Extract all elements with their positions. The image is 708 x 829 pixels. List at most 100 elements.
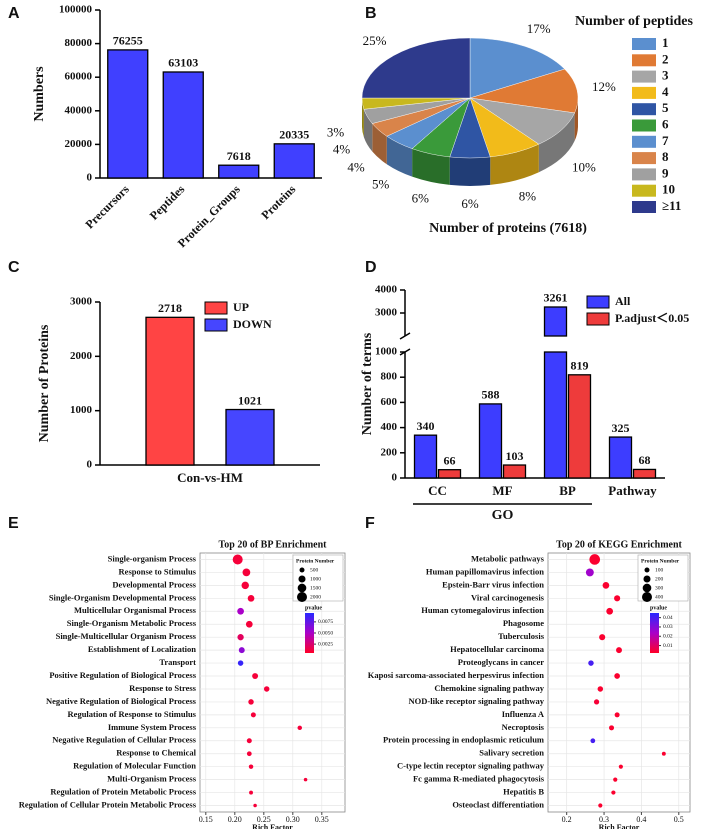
y-tick-label: 4000 <box>375 284 398 296</box>
dot <box>242 568 251 577</box>
x-tick-label: MF <box>492 483 512 498</box>
y-tick-label: Fc gamma R-mediated phagocytosis <box>413 774 545 784</box>
dot <box>247 594 255 602</box>
legend-dot <box>297 583 307 593</box>
value-label: 76255 <box>113 34 143 48</box>
bar <box>567 374 592 479</box>
dot <box>585 568 594 577</box>
value-label: 103 <box>506 449 524 463</box>
pie-label: 10% <box>572 159 596 174</box>
y-tick-label: Developmental Process <box>112 579 196 589</box>
legend-label: 2 <box>662 51 669 66</box>
x-tick-label: 0.35 <box>315 815 329 824</box>
y-tick-label: C-type lectin receptor signaling pathway <box>397 761 545 771</box>
y-tick-label: 600 <box>381 396 398 408</box>
colorbar-label: 0.01 <box>663 643 673 649</box>
pie-side <box>574 98 578 141</box>
y-axis-label: Numbers <box>32 66 47 122</box>
y-tick-label: Establishment of Localization <box>88 644 196 654</box>
legend-label: 1000 <box>310 576 321 582</box>
value-label: 63103 <box>168 56 198 70</box>
legend-title: pvalue <box>305 605 322 611</box>
dot <box>232 554 243 565</box>
legend-title: Number of peptides <box>575 14 694 29</box>
legend-swatch <box>632 152 656 165</box>
legend-label: P.adjust＜0.05 <box>615 311 689 325</box>
bar <box>225 408 275 466</box>
dot <box>238 647 245 654</box>
legend-swatch <box>586 295 610 309</box>
dot <box>598 803 603 808</box>
chart-title: Top 20 of KEGG Enrichment <box>556 539 682 550</box>
chart-title: Top 20 of BP Enrichment <box>219 539 328 550</box>
dot <box>246 751 252 757</box>
y-tick-label: Response to Chemical <box>116 748 196 758</box>
x-tick-label: 0.5 <box>674 815 684 824</box>
dot <box>249 790 253 795</box>
dot <box>614 712 620 718</box>
y-tick-label: Response to Stress <box>129 683 197 693</box>
value-label: 1021 <box>238 393 262 407</box>
legend-swatch <box>632 168 656 181</box>
x-axis-label: Rich Factor <box>599 823 640 829</box>
legend-dot <box>298 575 306 583</box>
y-tick-label: Tuberculosis <box>498 631 545 641</box>
pie-side <box>538 112 575 173</box>
dot <box>590 738 596 744</box>
legend-swatch <box>204 318 228 332</box>
legend-swatch <box>632 38 656 50</box>
dot <box>250 712 256 718</box>
dot <box>614 595 621 602</box>
dot <box>237 634 244 641</box>
y-tick-label: NOD-like receptor signaling pathway <box>409 696 545 706</box>
group-label: GO <box>492 508 514 523</box>
dot <box>245 620 253 628</box>
colorbar-label: 0.0075 <box>318 619 333 625</box>
legend-swatch <box>586 312 610 326</box>
x-tick-label: Pathway <box>608 483 657 498</box>
legend-swatch <box>632 184 656 197</box>
legend-swatch <box>632 135 656 148</box>
legend-swatch <box>632 119 656 132</box>
dot <box>616 647 622 654</box>
y-tick-label: Necroptosis <box>502 722 545 732</box>
legend-label: 500 <box>310 567 319 573</box>
dot <box>593 699 600 705</box>
y-tick-label: Kaposi sarcoma-associated herpesvirus in… <box>368 670 544 680</box>
axis-break <box>399 332 411 340</box>
legend-label: 100 <box>655 567 664 573</box>
y-tick-label: 0 <box>392 472 398 484</box>
x-tick-label: Peptides <box>147 182 188 223</box>
pie-side <box>363 109 373 152</box>
dot <box>237 660 244 666</box>
y-axis-label: Number of Proteins <box>37 324 52 442</box>
legend-label: 2000 <box>310 594 321 600</box>
value-label: 66 <box>444 453 456 467</box>
legend-label: 5 <box>662 100 669 115</box>
pie-label: 5% <box>372 176 390 191</box>
y-tick-label: 0 <box>87 459 93 471</box>
legend-label: ≥11 <box>662 198 681 213</box>
y-tick-label: Hepatocellular carcinoma <box>450 644 545 654</box>
dot <box>237 607 244 615</box>
colorbar-label: 0.04 <box>663 615 673 621</box>
pie-side <box>449 156 491 186</box>
legend-title: pvalue <box>650 605 667 611</box>
legend-swatch <box>632 70 656 83</box>
legend-swatch <box>632 54 656 67</box>
value-label: 20335 <box>279 128 309 142</box>
pie-slice <box>361 37 471 99</box>
value-label: 7618 <box>227 149 251 163</box>
panel-label: B <box>365 5 377 22</box>
y-tick-label: Single-organism Process <box>108 553 197 563</box>
colorbar <box>650 613 659 653</box>
y-tick-label: Protein processing in endoplasmic reticu… <box>383 735 544 745</box>
value-label: 3261 <box>544 291 568 305</box>
y-tick-label: Single-Multicellular Organism Process <box>56 631 197 641</box>
legend-label: DOWN <box>233 317 272 331</box>
y-tick-label: 20000 <box>65 138 93 150</box>
panel-label: A <box>8 5 20 22</box>
bar <box>145 316 195 466</box>
y-tick-label: Proteoglycans in cancer <box>458 657 544 667</box>
